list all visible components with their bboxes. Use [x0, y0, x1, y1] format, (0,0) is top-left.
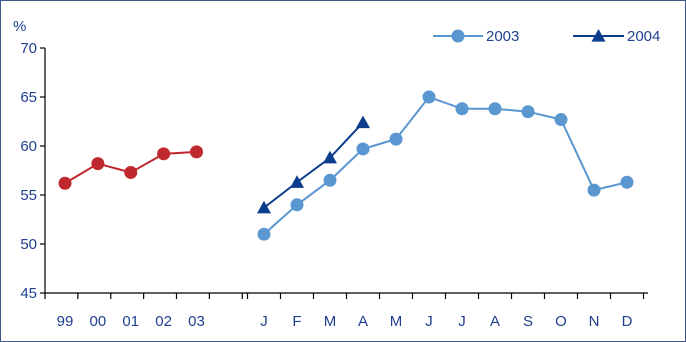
- legend: 2003 2004: [433, 28, 660, 45]
- x-tick-label: N: [589, 313, 600, 330]
- x-tick-label: J: [425, 313, 433, 330]
- series-2003-point: [389, 132, 403, 146]
- x-tick-label: M: [390, 313, 403, 330]
- x-tick-label: 99: [57, 313, 74, 330]
- x-tick-label: 03: [188, 313, 205, 330]
- series-2004-point: [323, 150, 337, 164]
- series-2003-point: [455, 102, 469, 116]
- series-2004-point: [356, 115, 370, 129]
- x-tick-label: 01: [122, 313, 139, 330]
- series-2003-point: [323, 173, 337, 187]
- y-tick-label: 50: [20, 236, 37, 253]
- y-tick-labels: 45 50 55 60 65 70: [20, 40, 37, 302]
- x-tick-label: D: [622, 313, 633, 330]
- series-2003-point: [257, 227, 271, 241]
- y-tick-label: 55: [20, 187, 37, 204]
- legend-marker-2004: [591, 29, 606, 42]
- legend-marker-2003: [451, 29, 465, 43]
- legend-label-2003: 2003: [486, 28, 519, 45]
- series-2003-point: [587, 183, 601, 197]
- series-2003-point: [356, 142, 370, 156]
- x-tick-label: 02: [155, 313, 172, 330]
- annual-point: [190, 145, 203, 159]
- x-tick-label: 00: [90, 313, 107, 330]
- x-tick-label: J: [260, 313, 268, 330]
- x-tick-label: O: [555, 313, 567, 330]
- x-tick-label: M: [324, 313, 337, 330]
- annual-point: [58, 176, 72, 190]
- annual-point: [157, 147, 171, 161]
- axes: [40, 47, 648, 299]
- series-2003-point: [521, 105, 535, 119]
- y-tick-label: 60: [20, 138, 37, 155]
- series-2003-point: [620, 175, 634, 189]
- y-tick-label: 70: [20, 40, 37, 57]
- y-tick-label: 65: [20, 89, 37, 106]
- series-2003-point: [488, 102, 502, 116]
- y-axis-unit-label: %: [13, 18, 26, 35]
- annual-point: [91, 157, 105, 171]
- series-2003-line: [263, 95, 628, 235]
- series-2004-point: [290, 175, 304, 188]
- series-2004-point: [257, 200, 271, 214]
- x-tick-label: S: [523, 313, 533, 330]
- x-tick-label: A: [490, 313, 500, 330]
- plot-area: [58, 90, 634, 241]
- y-tick-label: 45: [20, 285, 37, 302]
- series-2004-line: [263, 121, 364, 209]
- annual-point: [124, 165, 138, 179]
- x-tick-label: F: [292, 313, 301, 330]
- x-tick-label: A: [358, 313, 368, 330]
- x-tick-label: J: [458, 313, 466, 330]
- series-2003-point: [554, 113, 568, 127]
- series-2003-point: [290, 198, 304, 212]
- x-tick-labels: 99 00 01 02 03 J F M A M J J A S O N D: [57, 313, 633, 330]
- series-2003-point: [422, 90, 436, 104]
- legend-label-2004: 2004: [627, 28, 660, 45]
